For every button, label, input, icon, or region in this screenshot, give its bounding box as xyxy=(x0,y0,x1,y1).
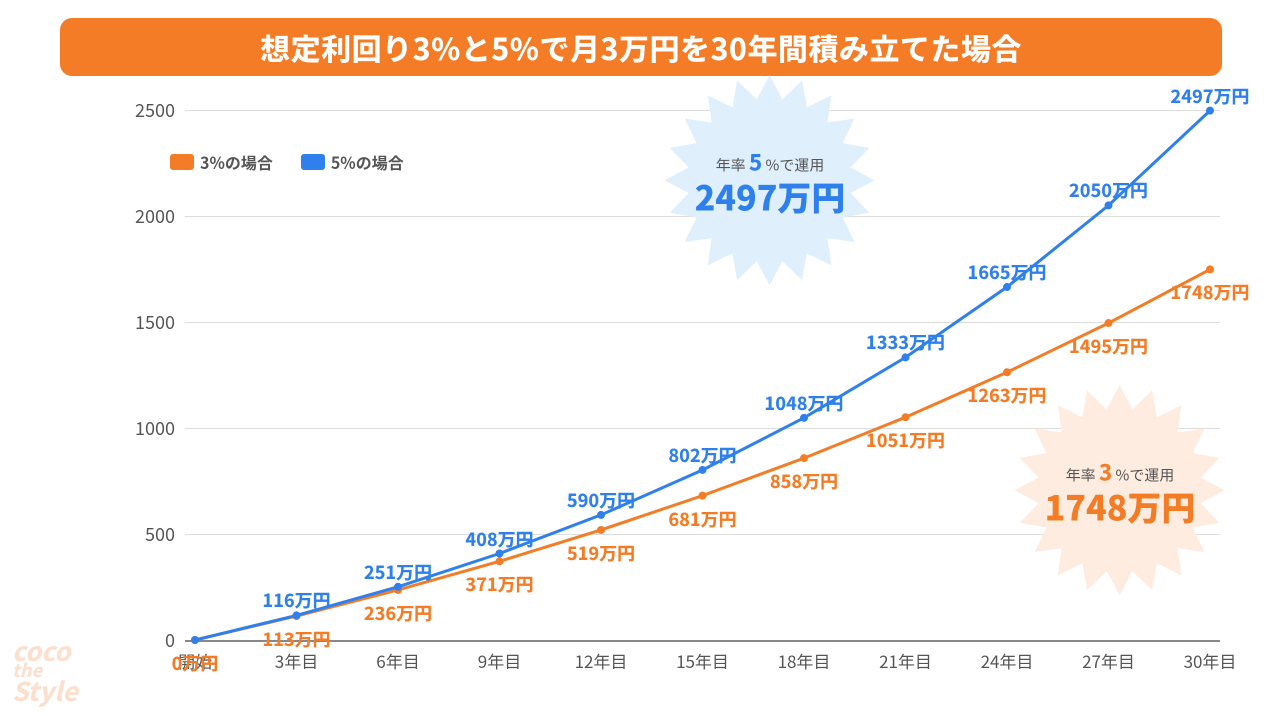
data-label: 1495万円 xyxy=(1069,333,1148,359)
series-marker xyxy=(1105,319,1113,327)
data-label: 1051万円 xyxy=(866,427,945,453)
watermark-logo: coco the Style xyxy=(12,639,78,702)
legend-label: 5%の場合 xyxy=(331,150,404,174)
callout-value: 2497万円 xyxy=(695,177,846,214)
legend-item: 3%の場合 xyxy=(170,150,273,174)
data-label: 858万円 xyxy=(770,468,838,494)
y-tick-label: 1500 xyxy=(115,309,175,335)
data-label: 2497万円 xyxy=(1170,83,1249,109)
x-tick-label: 24年目 xyxy=(981,648,1034,673)
data-label: 1665万円 xyxy=(967,259,1046,285)
x-tick-label: 27年目 xyxy=(1082,648,1135,673)
data-label: 519万円 xyxy=(567,540,635,566)
data-label: 590万円 xyxy=(567,487,635,513)
data-label: 116万円 xyxy=(262,587,330,613)
x-tick-label: 21年目 xyxy=(879,648,932,673)
callout-3pct: 年率 3 %で運用1748万円 xyxy=(1045,455,1196,524)
y-tick-label: 2500 xyxy=(115,97,175,123)
x-tick-label: 6年目 xyxy=(376,648,419,673)
y-tick-label: 500 xyxy=(115,521,175,547)
watermark-line: Style xyxy=(12,679,78,702)
data-label: 408万円 xyxy=(465,526,533,552)
series-marker xyxy=(800,454,808,462)
legend-swatch xyxy=(170,154,194,170)
x-tick-label: 12年目 xyxy=(575,648,628,673)
y-tick-label: 2000 xyxy=(115,203,175,229)
data-label: 681万円 xyxy=(668,506,736,532)
legend: 3%の場合 5%の場合 xyxy=(170,150,404,174)
data-label: 1748万円 xyxy=(1170,279,1249,305)
y-tick-label: 0 xyxy=(115,627,175,653)
x-tick-label: 15年目 xyxy=(676,648,729,673)
series-marker xyxy=(699,492,707,500)
data-label: 0万円 xyxy=(172,650,219,676)
x-tick-label: 18年目 xyxy=(778,648,831,673)
legend-label: 3%の場合 xyxy=(200,150,273,174)
title-bar: 想定利回り3%と5%で月3万円を30年間積み立てた場合 xyxy=(60,18,1222,76)
data-label: 236万円 xyxy=(364,600,432,626)
legend-item: 5%の場合 xyxy=(301,150,404,174)
x-tick-label: 30年目 xyxy=(1184,648,1237,673)
data-label: 1048万円 xyxy=(764,390,843,416)
x-tick-label: 9年目 xyxy=(478,648,521,673)
series-marker xyxy=(1003,368,1011,376)
callout-5pct: 年率 5 %で運用2497万円 xyxy=(695,145,846,214)
series-marker xyxy=(191,636,199,644)
page-title: 想定利回り3%と5%で月3万円を30年間積み立てた場合 xyxy=(260,25,1022,69)
data-label: 113万円 xyxy=(262,626,330,652)
data-label: 2050万円 xyxy=(1069,177,1148,203)
callout-value: 1748万円 xyxy=(1045,487,1196,524)
series-marker xyxy=(496,557,504,565)
legend-swatch xyxy=(301,154,325,170)
data-label: 371万円 xyxy=(465,571,533,597)
data-label: 251万円 xyxy=(364,559,432,585)
series-marker xyxy=(1206,265,1214,273)
series-marker xyxy=(597,526,605,534)
y-tick-label: 1000 xyxy=(115,415,175,441)
x-axis xyxy=(185,640,1220,642)
series-marker xyxy=(902,413,910,421)
data-label: 1333万円 xyxy=(866,329,945,355)
data-label: 802万円 xyxy=(668,442,736,468)
